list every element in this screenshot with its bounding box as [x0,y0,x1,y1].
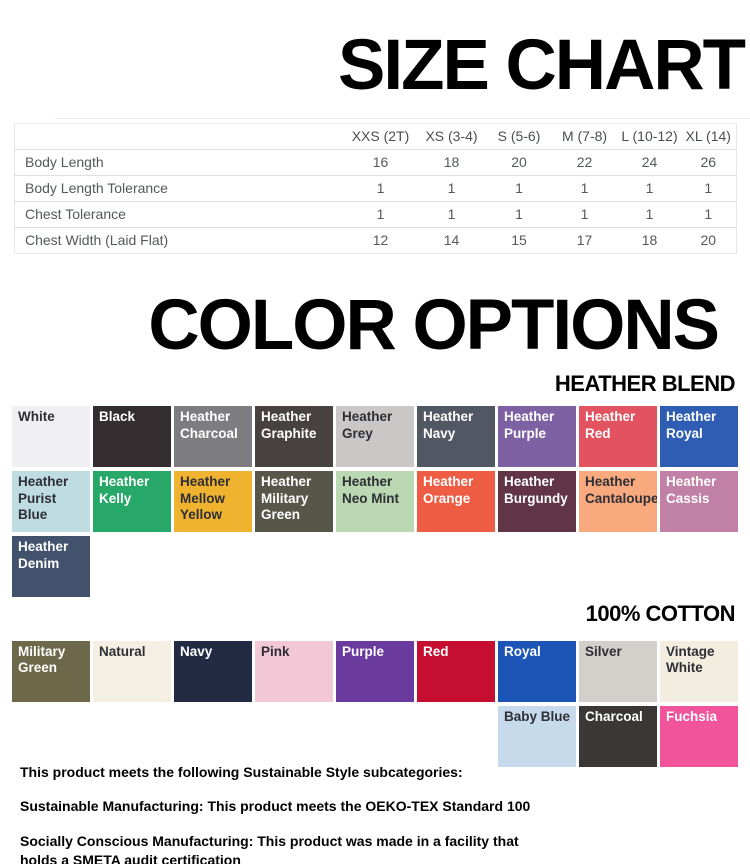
color-swatch-royal: Royal [498,640,576,702]
size-cell: 20 [680,227,737,254]
size-table: XXS (2T) XS (3-4) S (5-6) M (7-8) L (10-12) X… [14,123,737,254]
color-swatch-fuchsia: Fuchsia [660,705,738,767]
size-cell: 1 [680,175,737,202]
size-cell: 1 [415,201,488,228]
color-swatch-baby-blue: Baby Blue [498,705,576,767]
size-table-row: Chest Tolerance 1 1 1 1 1 1 [14,201,737,228]
footer-socially-conscious-line: Socially Conscious Manufacturing: This p… [20,832,519,864]
size-cell: 18 [415,149,488,176]
color-swatch-heather-mellow-yellow: Heather Mellow Yellow [174,471,252,533]
size-row-label: Body Length Tolerance [14,175,346,202]
size-cell: 17 [550,227,619,254]
color-swatch-white: White [12,406,90,468]
size-table-corner [15,124,346,150]
color-swatch-purple: Purple [336,640,414,702]
color-swatch-heather-cantaloupe: Heather Cantaloupe [579,471,657,533]
color-swatch-heather-red: Heather Red [579,406,657,468]
size-cell: 14 [415,227,488,254]
size-table-row: Chest Width (Laid Flat) 12 14 15 17 18 20 [14,227,737,254]
color-swatch-navy: Navy [174,640,252,702]
size-cell: 20 [487,149,551,176]
size-column-header-xl-14: XL (14) [685,128,731,144]
size-cell: 1 [345,175,416,202]
color-swatch-vintage-white: Vintage White [660,640,738,702]
color-swatch-black: Black [93,406,171,468]
color-section-100-cotton: 100% COTTON Military Green Natural Navy Pink… [0,601,750,767]
color-swatch-red: Red [417,640,495,702]
color-swatch-heather-navy: Heather Navy [417,406,495,468]
size-row-label: Body Length [14,149,346,176]
swatch-row: Baby Blue Charcoal Fuchsia [12,705,750,767]
size-cell: 1 [550,201,619,228]
swatch-row: Heather Denim [12,536,750,598]
section-label-heather-blend: HEATHER BLEND [554,371,736,396]
size-column-header-m-7-8: M (7-8) [561,128,608,144]
size-cell: 24 [618,149,681,176]
color-swatch-heather-burgundy: Heather Burgundy [498,471,576,533]
size-column-header-s-5-6: S (5-6) [497,128,541,144]
color-section-heather-blend: HEATHER BLEND White Black Heather Charcoal H… [0,371,750,598]
size-cell: 15 [487,227,551,254]
color-swatch-heather-purple: Heather Purple [498,406,576,468]
color-options-title: COLOR OPTIONS [148,286,720,365]
size-column-header-l-10-12: L (10-12) [621,128,678,144]
size-table-header-row: XXS (2T) XS (3-4) S (5-6) M (7-8) L (10-12) X… [15,124,737,150]
size-row-label: Chest Tolerance [14,201,346,228]
color-swatch-heather-purist-blue: Heather Purist Blue [12,471,90,533]
size-cell: 1 [487,201,551,228]
footer-sustainable-manufacturing-line: Sustainable Manufacturing: This product … [20,798,531,815]
size-cell: 1 [415,175,488,202]
color-swatch-military-green: Military Green [12,640,90,702]
color-swatch-heather-orange: Heather Orange [417,471,495,533]
color-swatch-silver: Silver [579,640,657,702]
size-cell: 26 [680,149,737,176]
color-swatch-heather-military-green: Heather Military Green [255,471,333,533]
color-swatch-pink: Pink [255,640,333,702]
color-swatch-heather-kelly: Heather Kelly [93,471,171,533]
section-label-100-cotton: 100% COTTON [585,601,736,627]
size-row-label: Chest Width (Laid Flat) [14,227,346,254]
size-cell: 12 [345,227,416,254]
size-column-header-xs-3-4: XS (3-4) [425,128,478,144]
color-sections: HEATHER BLEND White Black Heather Charcoal H… [0,371,750,767]
size-cell: 1 [550,175,619,202]
color-swatch-heather-denim: Heather Denim [12,536,90,598]
size-table-row: Body Length Tolerance 1 1 1 1 1 1 [14,175,737,202]
color-swatch-heather-neo-mint: Heather Neo Mint [336,471,414,533]
divider [55,118,750,119]
size-cell: 16 [345,149,416,176]
size-cell: 1 [618,201,681,228]
swatch-row: White Black Heather Charcoal Heather Graphi… [12,406,750,468]
size-table-body: Body Length 16 18 20 22 24 26 Body Length Toler… [14,149,737,254]
color-swatch-heather-grey: Heather Grey [336,406,414,468]
color-swatch-natural: Natural [93,640,171,702]
swatch-row: Heather Purist Blue Heather Kelly Heather … [12,471,750,533]
size-column-header-xxs-2t: XXS (2T) [351,128,410,144]
color-swatch-heather-royal: Heather Royal [660,406,738,468]
size-cell: 1 [345,201,416,228]
size-cell: 18 [618,227,681,254]
color-swatch-charcoal: Charcoal [579,705,657,767]
color-swatch-heather-graphite: Heather Graphite [255,406,333,468]
size-cell: 22 [550,149,619,176]
swatch-row: Military Green Natural Navy Pink Purple Red Ro… [12,640,750,702]
sustainability-footer: This product meets the following Sustain… [20,763,750,864]
size-chart-title: SIZE CHART [338,26,746,105]
footer-subcategories-line: This product meets the following Sustain… [20,763,463,780]
size-cell: 1 [680,201,737,228]
size-cell: 1 [618,175,681,202]
size-table-row: Body Length 16 18 20 22 24 26 [14,149,737,176]
swatch-spacer [12,706,495,767]
color-swatch-heather-charcoal: Heather Charcoal [174,406,252,468]
color-swatch-heather-cassis: Heather Cassis [660,471,738,533]
size-cell: 1 [487,175,551,202]
